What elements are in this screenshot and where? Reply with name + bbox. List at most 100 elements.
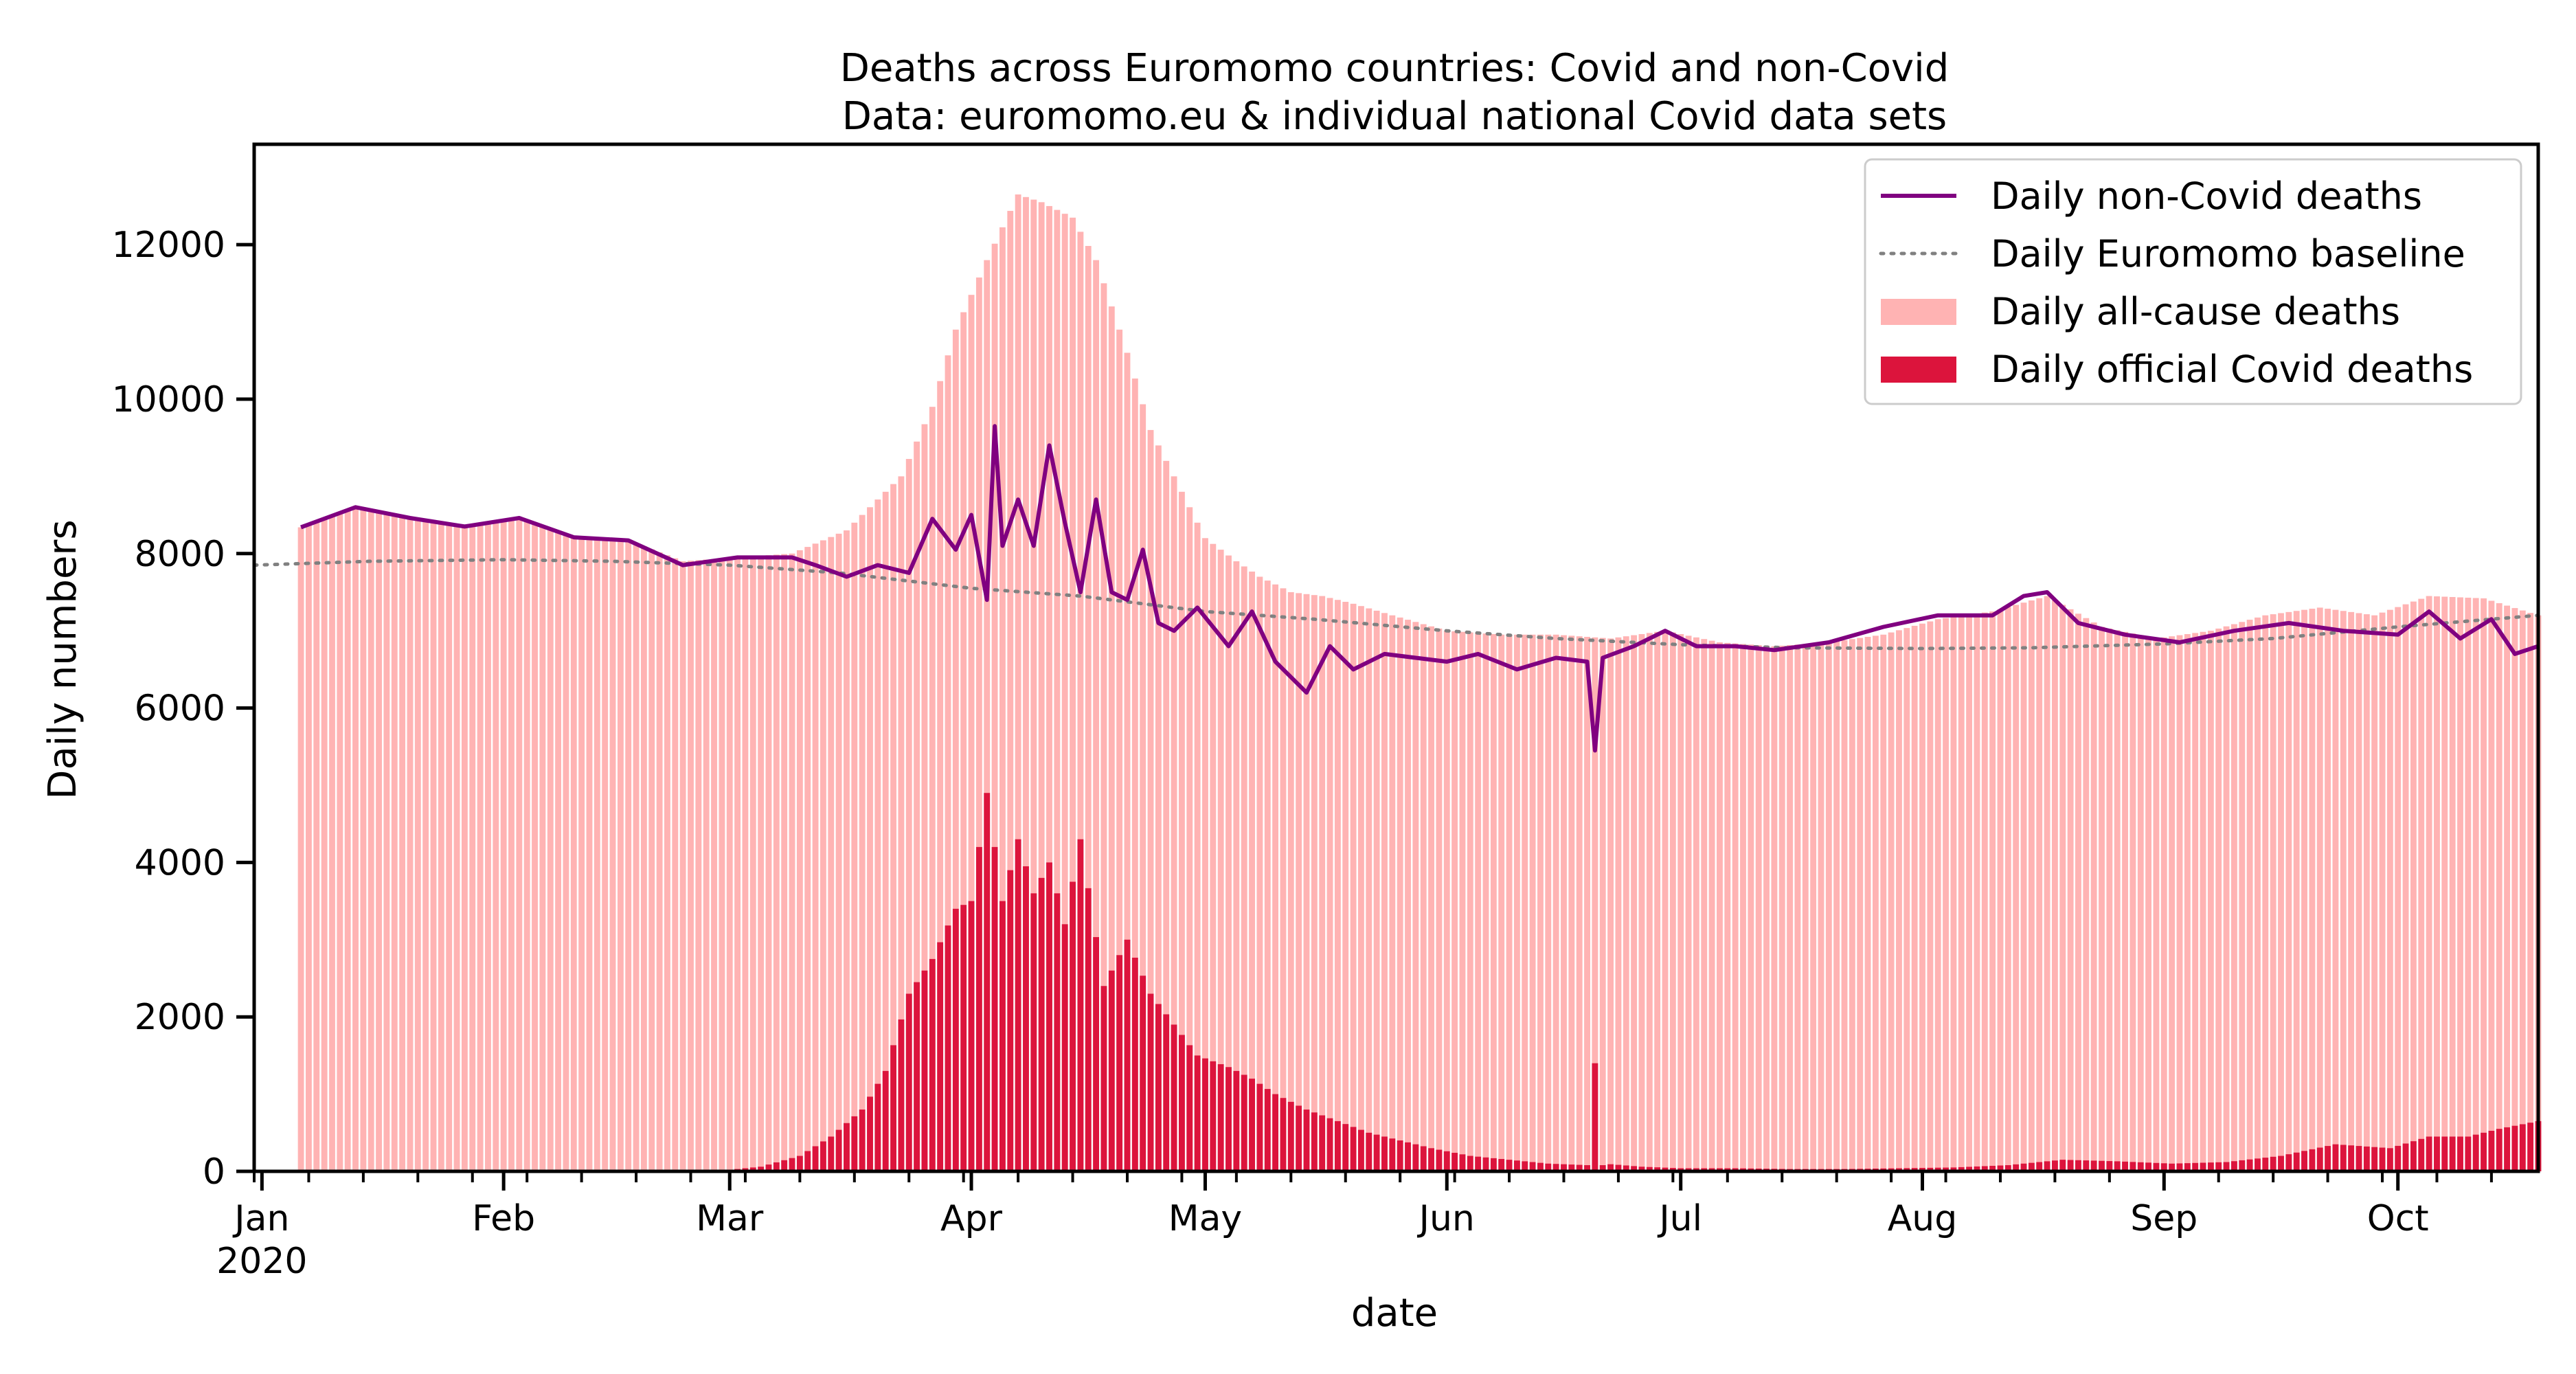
covid-bar xyxy=(2371,1147,2378,1171)
all-cause-bar xyxy=(1023,196,1029,1171)
all-cause-bar xyxy=(368,510,374,1171)
all-cause-bar xyxy=(1303,594,1310,1171)
covid-bar xyxy=(859,1110,866,1171)
covid-bar xyxy=(1046,862,1052,1171)
all-cause-bar xyxy=(430,521,437,1171)
y-tick-label: 8000 xyxy=(135,534,225,575)
all-cause-bar xyxy=(1389,615,1396,1171)
covid-bar xyxy=(2067,1160,2074,1171)
covid-bar xyxy=(1225,1067,1232,1171)
all-cause-bar xyxy=(672,558,679,1171)
covid-bar xyxy=(2340,1145,2347,1171)
covid-bar xyxy=(2223,1162,2230,1171)
y-tick-label: 12000 xyxy=(112,225,225,266)
covid-bar xyxy=(874,1083,881,1171)
covid-bar xyxy=(2395,1145,2402,1171)
covid-bar xyxy=(2363,1146,2370,1171)
all-cause-bar xyxy=(1958,616,1965,1171)
all-cause-bar xyxy=(1428,626,1434,1171)
covid-bar xyxy=(1054,893,1061,1171)
all-cause-bar xyxy=(820,540,826,1171)
all-cause-bar xyxy=(1623,636,1629,1171)
all-cause-bar xyxy=(1561,635,1567,1171)
covid-bar xyxy=(2051,1160,2058,1171)
all-cause-bar xyxy=(547,529,554,1171)
all-cause-bar xyxy=(898,476,905,1171)
all-cause-bar xyxy=(859,515,866,1171)
covid-bar xyxy=(1077,839,1084,1171)
covid-bar xyxy=(835,1129,842,1171)
covid-bar xyxy=(1662,1167,1669,1171)
covid-bar xyxy=(2129,1162,2136,1171)
all-cause-bar xyxy=(1436,628,1443,1171)
all-cause-bar xyxy=(734,557,741,1171)
all-cause-bar xyxy=(1420,624,1427,1171)
covid-bar xyxy=(1997,1165,2004,1171)
covid-bar xyxy=(2355,1146,2362,1171)
legend-label: Daily non-Covid deaths xyxy=(1991,174,2422,218)
all-cause-bar xyxy=(1334,600,1341,1171)
covid-bar xyxy=(1599,1165,1606,1171)
covid-bar xyxy=(758,1167,765,1171)
all-cause-bar xyxy=(586,538,593,1171)
covid-bar xyxy=(1490,1158,1497,1171)
all-cause-bar xyxy=(2379,612,2386,1171)
all-cause-bar xyxy=(2114,630,2121,1171)
covid-bar xyxy=(882,1070,889,1171)
all-cause-bar xyxy=(1513,634,1520,1171)
covid-bar xyxy=(2192,1162,2199,1171)
all-cause-bar xyxy=(1280,588,1287,1171)
all-cause-bar xyxy=(2129,633,2136,1171)
all-cause-bar xyxy=(1116,329,1123,1171)
all-cause-bar xyxy=(1241,566,1247,1171)
covid-bar xyxy=(1607,1164,1614,1171)
all-cause-bar xyxy=(391,515,398,1171)
chart-title: Deaths across Euromomo countries: Covid … xyxy=(840,46,1949,91)
all-cause-bar xyxy=(1272,584,1279,1171)
covid-bar xyxy=(1280,1098,1287,1171)
all-cause-bar xyxy=(2426,596,2432,1171)
all-cause-bar xyxy=(1287,592,1294,1171)
all-cause-bar xyxy=(2090,622,2097,1171)
all-cause-bar xyxy=(1311,595,1318,1171)
all-cause-bar xyxy=(648,549,655,1171)
all-cause-bar xyxy=(1046,205,1052,1171)
covid-bar xyxy=(1249,1079,1255,1171)
all-cause-bar xyxy=(2028,600,2035,1171)
covid-bar xyxy=(1927,1167,1934,1171)
all-cause-bar xyxy=(679,561,686,1171)
covid-bar xyxy=(2309,1149,2316,1171)
all-cause-bar xyxy=(2106,628,2113,1171)
covid-bar xyxy=(2160,1163,2167,1171)
covid-bar xyxy=(2106,1161,2113,1171)
covid-bar xyxy=(1093,937,1100,1171)
covid-bar xyxy=(1131,958,1138,1171)
covid-bar xyxy=(2511,1125,2518,1171)
all-cause-bar xyxy=(485,523,491,1171)
y-tick-label: 6000 xyxy=(135,688,225,730)
all-cause-bar xyxy=(477,523,484,1171)
all-cause-bar xyxy=(1358,606,1364,1171)
covid-bar xyxy=(2504,1127,2511,1171)
all-cause-bar xyxy=(1896,630,1902,1171)
all-cause-bar xyxy=(1810,643,1817,1171)
covid-bar xyxy=(1545,1163,1552,1171)
all-cause-bar xyxy=(2099,627,2105,1171)
all-cause-bar xyxy=(1459,631,1466,1171)
y-axis: 0 2000 4000 6000 8000 10000 12000 xyxy=(112,225,254,1193)
all-cause-bar xyxy=(1919,623,1925,1171)
all-cause-bar xyxy=(2325,609,2331,1171)
covid-bar xyxy=(937,942,944,1171)
all-cause-bar xyxy=(984,260,991,1171)
all-cause-bar xyxy=(321,519,328,1171)
covid-bar xyxy=(1475,1156,1482,1171)
legend: Daily non-Covid deaths Daily Euromomo bas… xyxy=(1864,158,2522,405)
all-cause-bar xyxy=(383,513,390,1171)
all-cause-bar xyxy=(1007,210,1014,1172)
covid-bar xyxy=(2285,1154,2292,1171)
all-cause-bar xyxy=(1482,633,1489,1171)
plot-frame xyxy=(252,142,2540,1173)
all-cause-bar xyxy=(617,540,624,1171)
all-cause-bar xyxy=(539,526,546,1171)
y-tick-label: 0 xyxy=(203,1151,225,1193)
